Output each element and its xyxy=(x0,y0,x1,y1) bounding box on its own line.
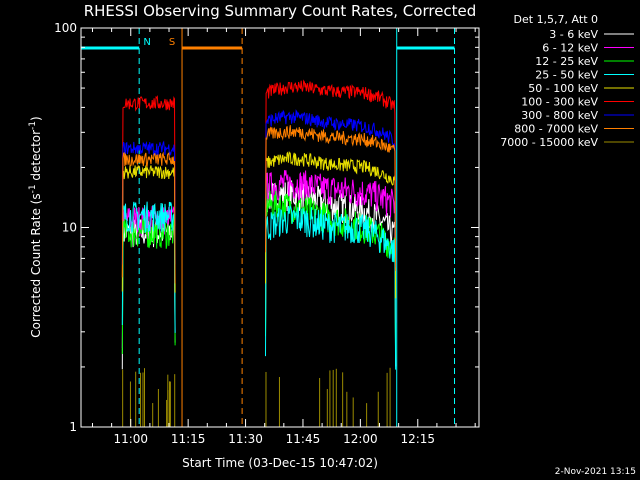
legend-label: 3 - 6 keV xyxy=(549,28,598,41)
series-line xyxy=(265,204,397,370)
y-tick-label: 100 xyxy=(54,21,77,35)
legend-label: 300 - 800 keV xyxy=(521,109,598,122)
legend-label: 25 - 50 keV xyxy=(535,69,598,82)
series-line xyxy=(121,151,176,284)
series-group xyxy=(121,79,397,427)
series-line xyxy=(121,140,176,265)
series-800-7000kev xyxy=(121,125,397,284)
x-tick-label: 12:15 xyxy=(400,432,435,446)
y-axis-label: Corrected Count Rate (s-1 detector-1) xyxy=(28,116,43,337)
series-line xyxy=(121,217,176,355)
axes-group: 1 10 100 11:00 11:15 11:30 11:45 12:00 12:15 xyxy=(54,21,479,446)
series-line xyxy=(265,79,397,224)
series-50-100kev xyxy=(121,151,397,299)
series-line xyxy=(265,151,397,299)
timestamp: 2-Nov-2021 13:15 xyxy=(555,467,636,477)
legend-label: 6 - 12 keV xyxy=(542,42,598,55)
legend-label: 12 - 25 keV xyxy=(535,55,598,68)
x-axis-label: Start Time (03-Dec-15 10:47:02) xyxy=(182,456,378,470)
series-300-800kev xyxy=(121,109,397,268)
series-25-50kev xyxy=(121,201,397,370)
x-tick-label: 11:00 xyxy=(113,432,148,446)
x-tick-label: 12:00 xyxy=(343,432,378,446)
x-tick-label: 11:45 xyxy=(286,432,321,446)
x-tick-label: 11:15 xyxy=(171,432,206,446)
series-line xyxy=(265,125,397,271)
legend-label: 800 - 7000 keV xyxy=(514,123,598,136)
legend-label: 7000 - 15000 keV xyxy=(500,136,598,149)
series-line xyxy=(121,94,176,227)
series-line xyxy=(265,109,397,268)
flag-label: S xyxy=(169,37,175,48)
legend-header: Det 1,5,7, Att 0 xyxy=(514,13,598,26)
series-100-300kev xyxy=(121,79,397,227)
chart-title: RHESSI Observing Summary Count Rates, Co… xyxy=(84,2,477,20)
y-tick-label: 10 xyxy=(62,221,77,235)
legend-label: 100 - 300 keV xyxy=(521,96,598,109)
series-7000-15000kev xyxy=(122,367,391,427)
series-line xyxy=(121,201,176,333)
series-line xyxy=(265,170,397,323)
series-line xyxy=(121,164,176,293)
y-tick-label: 1 xyxy=(69,420,77,434)
legend-label: 50 - 100 keV xyxy=(528,82,598,95)
flag-label: N xyxy=(143,37,150,48)
x-tick-label: 11:30 xyxy=(228,432,263,446)
